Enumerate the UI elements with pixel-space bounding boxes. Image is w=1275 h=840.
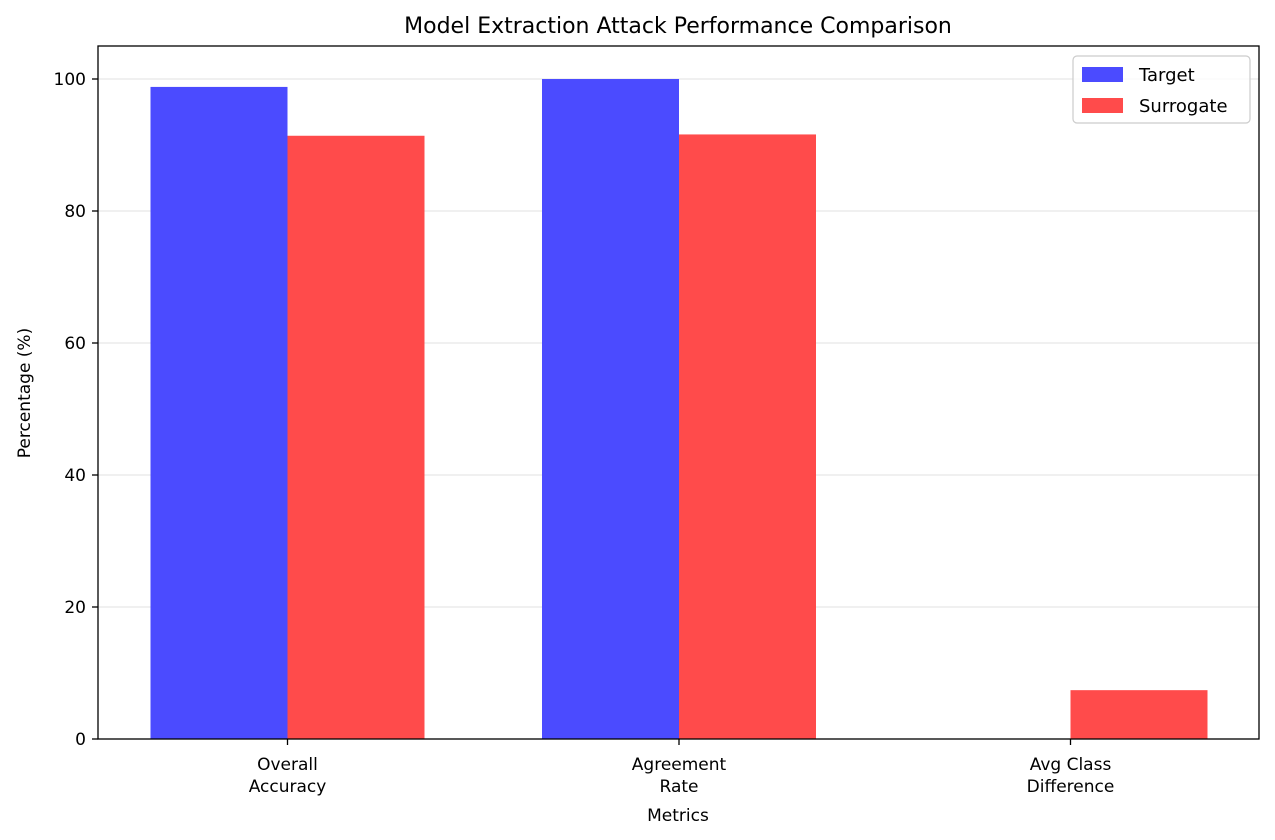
x-tick-label: Agreement Rate: [632, 755, 727, 797]
y-tick-label: 80: [64, 202, 86, 222]
x-tick-label: Overall Accuracy: [249, 755, 327, 797]
x-axis-ticks: Overall Accuracy Agreement Rate Avg Class Dif…: [249, 739, 1115, 797]
legend-swatch-target: [1082, 67, 1123, 82]
x-tick-label: Avg Class Difference: [1027, 755, 1115, 797]
x-axis-label: Metrics: [647, 806, 709, 826]
bars: [150, 79, 1208, 740]
legend-label-surrogate: Surrogate: [1139, 96, 1228, 117]
bar-surrogate-1: [679, 134, 816, 739]
legend-label-target: Target: [1138, 65, 1195, 86]
y-tick-label: 20: [64, 598, 86, 618]
bar-surrogate-0: [287, 135, 425, 739]
y-tick-label: 0: [75, 730, 86, 750]
y-axis-ticks: 0 20 40 60 80 100: [54, 70, 98, 750]
y-tick-label: 40: [64, 466, 86, 486]
y-tick-label: 60: [64, 334, 86, 354]
legend-swatch-surrogate: [1082, 98, 1123, 113]
y-axis-label: Percentage (%): [15, 328, 35, 458]
y-tick-label: 100: [54, 70, 86, 90]
bar-target-1: [542, 79, 679, 739]
bar-target-0: [150, 86, 288, 740]
bar-surrogate-2: [1070, 690, 1208, 739]
legend: Target Surrogate: [1072, 55, 1251, 124]
chart-title: Model Extraction Attack Performance Comp…: [404, 14, 952, 39]
